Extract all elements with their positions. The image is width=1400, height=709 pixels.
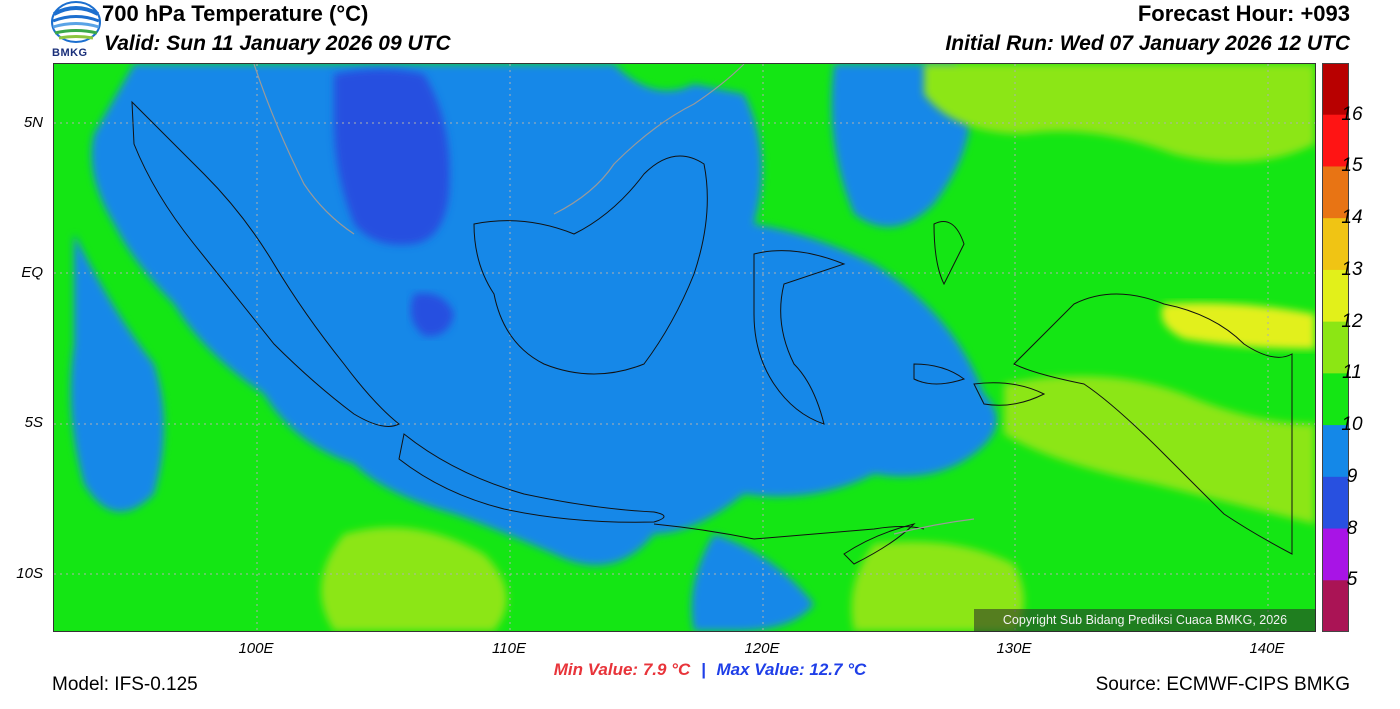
temp-field-11-12-east (924, 64, 1315, 162)
temp-field-9-10-west (70, 234, 164, 512)
colorbar-segment (1322, 476, 1349, 530)
min-max-separator: | (700, 660, 706, 679)
lat-label-5s: 5S (24, 414, 43, 431)
temperature-map (53, 63, 1316, 632)
temp-field-11-12-se (851, 541, 1024, 631)
initial-run: Initial Run: Wed 07 January 2026 12 UTC (945, 32, 1350, 55)
colorbar-segment (1322, 269, 1349, 323)
colorbar (1322, 63, 1349, 633)
temp-field-8-9 (334, 69, 450, 245)
colorbar-tick-label: 8 (1346, 517, 1358, 539)
valid-time: Valid: Sun 11 January 2026 09 UTC (104, 32, 451, 55)
colorbar-segment (1322, 114, 1349, 167)
min-value: Min Value: 7.9 °C (553, 660, 691, 679)
colorbar-segment (1322, 373, 1349, 426)
coastlines (131, 100, 1293, 565)
copyright-notice: Copyright Sub Bidang Prediksi Cuaca BMKG… (974, 609, 1316, 632)
colorbar-tick-label: 12 (1341, 310, 1363, 332)
colorbar-tick-label: 15 (1341, 155, 1363, 177)
min-max-values: Min Value: 7.9 °C | Max Value: 12.7 °C (460, 660, 960, 680)
lon-label-100e: 100E (238, 640, 274, 657)
colorbar-tick-label: 9 (1346, 465, 1358, 487)
temp-field-11-12-south (321, 527, 507, 631)
lon-label-120e: 120E (744, 640, 780, 657)
colorbar-tick-label: 13 (1341, 258, 1363, 280)
colorbar-segment (1322, 166, 1349, 219)
colorbar-segment (1322, 218, 1349, 271)
colorbar-segment (1322, 425, 1349, 478)
colorbar-tick-label: 10 (1341, 414, 1363, 436)
lat-lon-grid (54, 64, 1315, 631)
lat-label-5n: 5N (23, 114, 43, 131)
colorbar-segment (1322, 63, 1349, 116)
colorbar-segment (1322, 580, 1349, 633)
lat-label-10s: 10S (16, 565, 43, 582)
temp-field-9-10 (91, 64, 997, 566)
forecast-hour: Forecast Hour: +093 (1137, 1, 1350, 26)
lat-label-eq: EQ (21, 264, 43, 281)
country-borders (253, 64, 975, 535)
colorbar-tick-label: 5 (1346, 569, 1358, 591)
lon-label-110e: 110E (492, 640, 526, 657)
colorbar-tick-label: 11 (1342, 362, 1362, 384)
lon-label-130e: 130E (996, 640, 1032, 657)
colorbar-segment (1322, 321, 1349, 374)
colorbar-tick-label: 16 (1341, 103, 1363, 125)
chart-title: 700 hPa Temperature (°C) (102, 1, 369, 26)
colorbar-segment (1322, 528, 1349, 581)
temp-field-9-10-south (691, 534, 814, 631)
temp-field-8-9-small (410, 293, 454, 337)
source-label: Source: ECMWF-CIPS BMKG (1095, 674, 1350, 695)
colorbar-tick-label: 14 (1341, 207, 1363, 229)
logo-text: BMKG (52, 47, 88, 59)
max-value: Max Value: 12.7 °C (716, 660, 867, 679)
model-label: Model: IFS-0.125 (52, 674, 198, 695)
lon-label-140e: 140E (1249, 640, 1285, 657)
bmkg-logo (50, 0, 102, 62)
